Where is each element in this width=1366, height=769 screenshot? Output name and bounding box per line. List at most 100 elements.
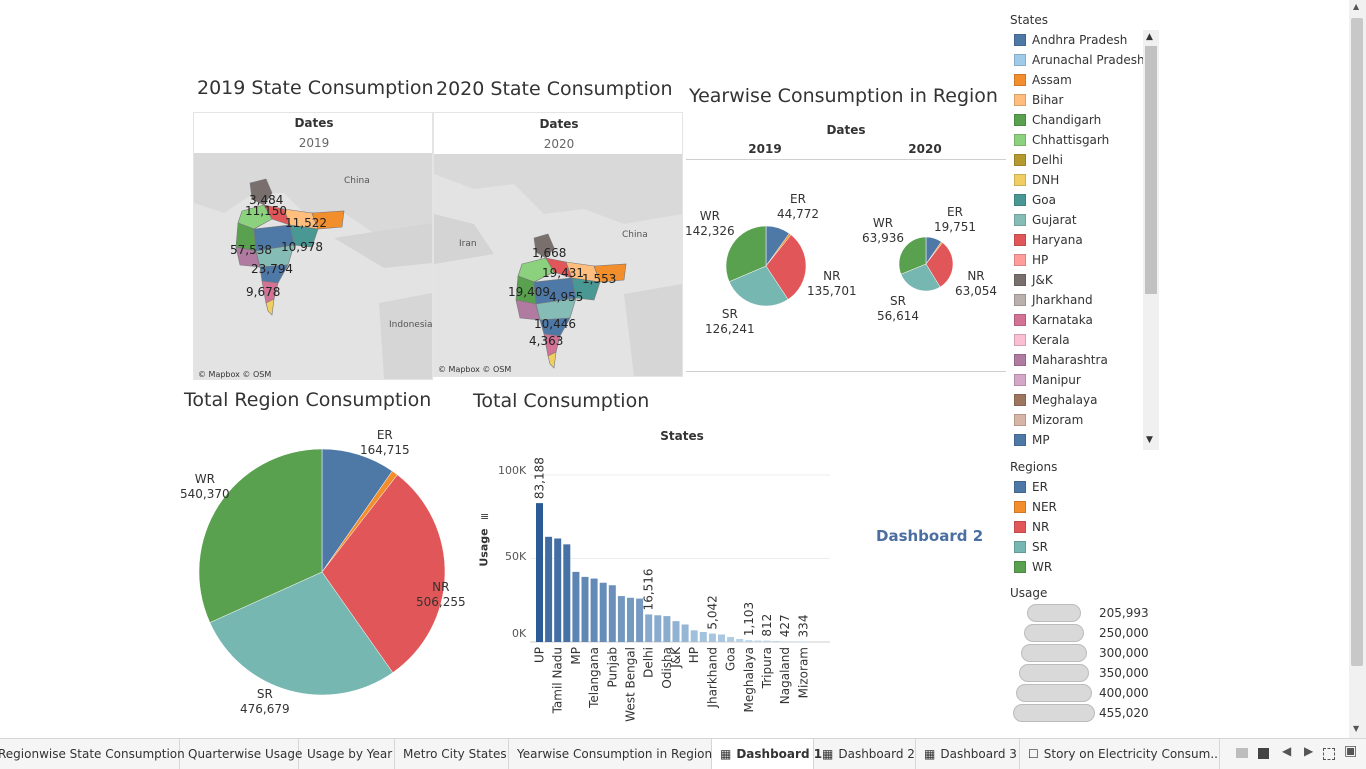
region-legend-item[interactable]: NER [1014,497,1057,517]
bar[interactable] [581,576,589,642]
state-legend-item[interactable]: Andhra Pradesh [1014,30,1127,50]
pie-2019-slice-sr[interactable] [728,265,789,307]
page-scroll-up-icon[interactable]: ▲ [1353,2,1360,11]
tab-yearwise[interactable]: Yearwise Consumption in Region [509,739,712,769]
region-legend-item[interactable]: WR [1014,557,1052,577]
state-legend-item[interactable]: Arunachal Pradesh [1014,50,1145,70]
bar-chart[interactable] [530,450,830,650]
bar[interactable] [536,503,543,642]
state-legend-item[interactable]: DNH [1014,170,1059,190]
state-legend-item[interactable]: Jharkhand [1014,290,1093,310]
bar[interactable] [745,640,753,642]
tab-dashboard-2[interactable]: ▦ Dashboard 2 [814,739,916,769]
state-legend-item[interactable]: Goa [1014,190,1056,210]
bar[interactable] [781,641,789,642]
bar[interactable] [654,615,662,642]
legend-scroll-thumb[interactable] [1145,46,1157,294]
state-legend-item[interactable]: Chhattisgarh [1014,130,1109,150]
state-legend-item[interactable]: Bihar [1014,90,1063,110]
first-sheet-icon[interactable]: ◀ [1282,744,1292,758]
tab-story[interactable]: ☐ Story on Electricity Consum... [1020,739,1220,769]
bar[interactable] [699,631,707,642]
next-sheet-icon[interactable]: ▶ [1304,744,1314,758]
sort-icon[interactable]: ≡ [480,510,490,523]
dashboard2-link[interactable]: Dashboard 2 [876,527,984,545]
total-region-slice-sr[interactable] [209,571,394,696]
region-legend-item[interactable]: NR [1014,517,1049,537]
pie-2020[interactable] [898,236,954,292]
bar[interactable] [763,640,771,642]
bar[interactable] [554,538,562,642]
state-legend-item[interactable]: Mizoram [1014,410,1083,430]
region-legend-item[interactable]: ER [1014,477,1048,497]
bar-value-label: 83,188 [533,457,547,499]
scroll-up-icon[interactable]: ▲ [1146,32,1153,42]
tab-quarterwise[interactable]: Quarterwise Usage [180,739,302,769]
bar[interactable] [590,578,598,642]
total-region-slice-nr[interactable] [321,474,446,673]
bar[interactable] [727,636,735,642]
pie-2020-slice-sr[interactable] [900,263,941,292]
bar[interactable] [681,624,689,642]
bar[interactable] [799,641,807,642]
state-legend-item[interactable]: J&K [1014,270,1053,290]
scroll-down-icon[interactable]: ▼ [1146,435,1153,445]
tab-dashboard-3[interactable]: ▦ Dashboard 3 [916,739,1020,769]
states-legend-scrollbar[interactable]: ▲ ▼ [1143,30,1159,450]
bar[interactable] [736,638,744,642]
bar[interactable] [599,582,607,642]
bar[interactable] [636,598,644,642]
state-legend-item[interactable]: Haryana [1014,230,1083,250]
bar[interactable] [790,641,798,642]
tab-usage-by-year[interactable]: Usage by Year [299,739,395,769]
state-legend-item[interactable]: Gujarat [1014,210,1077,230]
pie-2020-slice-nr[interactable] [925,242,954,288]
bar[interactable] [563,544,571,642]
state-legend-item[interactable]: MP [1014,430,1050,450]
bar[interactable] [545,536,553,642]
tab-regionwise[interactable]: Regionwise State Consumption [0,739,185,769]
bar[interactable] [663,616,671,642]
pie-2020-slice-wr[interactable] [898,236,927,275]
state-legend-item[interactable]: Kerala [1014,330,1070,350]
map-2020-panel[interactable]: Dates 2020 Iran Chi [433,112,683,377]
pie-2019-slice-wr[interactable] [725,225,767,283]
fullscreen-icon[interactable] [1323,748,1335,760]
bar[interactable] [572,571,580,642]
show-tabs-icon[interactable] [1258,748,1269,759]
yearwise-pies[interactable] [686,160,1006,370]
present-icon[interactable]: ▣ [1344,743,1358,759]
total-region-slice-wr[interactable] [198,448,323,623]
pie-2019[interactable] [725,225,807,307]
bar[interactable] [754,640,762,642]
bar[interactable] [708,633,716,642]
state-legend-item[interactable]: Meghalaya [1014,390,1097,410]
map-2020[interactable]: Iran China © Mapbox © OSM [434,154,682,376]
state-legend-item[interactable]: HP [1014,250,1048,270]
bar[interactable] [608,585,616,642]
bar[interactable] [772,640,780,642]
region-legend-item[interactable]: SR [1014,537,1048,557]
tab-metro-city[interactable]: Metro City States [395,739,509,769]
map-2019-panel[interactable]: Dates 2019 China © [193,112,433,380]
state-legend-item[interactable]: Manipur [1014,370,1081,390]
bar[interactable] [672,621,680,642]
state-legend-item[interactable]: Maharashtra [1014,350,1108,370]
bar[interactable] [645,614,653,642]
page-scroll-thumb[interactable] [1351,18,1363,666]
pie-2019-slice-nr[interactable] [765,234,807,300]
show-filmstrip-icon[interactable] [1236,748,1248,758]
page-scroll-down-icon[interactable]: ▼ [1353,724,1360,733]
bar[interactable] [627,597,634,642]
total-region-slice-er[interactable] [321,448,393,573]
tab-dashboard-1[interactable]: ▦ Dashboard 1 [712,739,822,769]
state-legend-item[interactable]: Chandigarh [1014,110,1101,130]
bar[interactable] [718,634,725,642]
state-legend-item[interactable]: Delhi [1014,150,1063,170]
bar[interactable] [690,630,698,642]
state-legend-item[interactable]: Karnataka [1014,310,1093,330]
state-legend-item[interactable]: Assam [1014,70,1072,90]
map-2019[interactable]: China © Mapbox © OSM [194,153,432,379]
bar[interactable] [617,596,625,642]
total-region-pie[interactable] [195,445,450,700]
